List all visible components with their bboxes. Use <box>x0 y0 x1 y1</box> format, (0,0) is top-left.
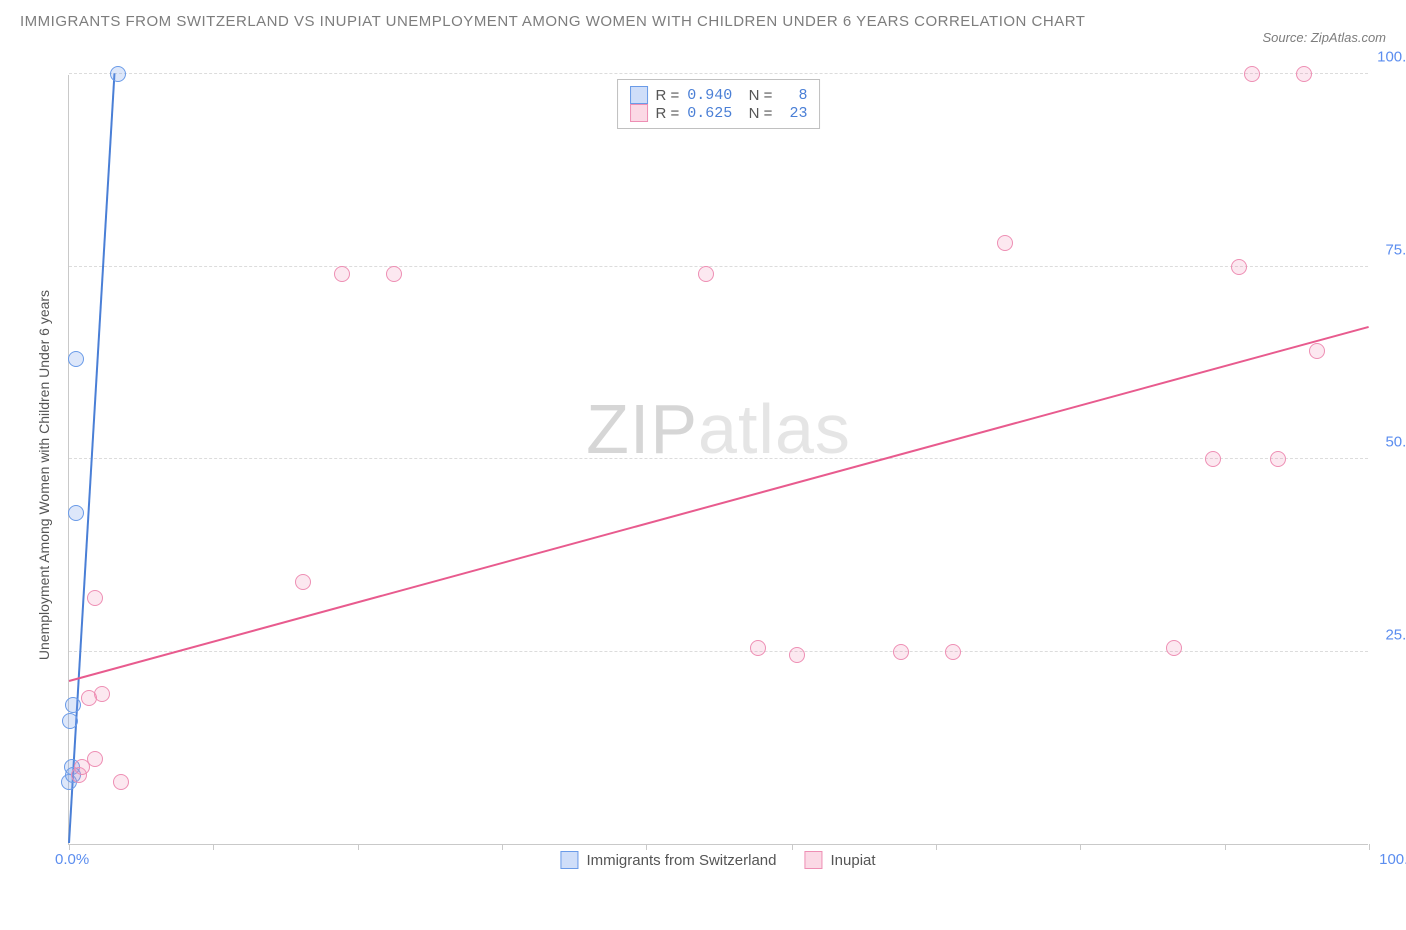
swatch-b-icon <box>805 851 823 869</box>
data-point <box>1244 66 1260 82</box>
x-tick <box>358 844 359 850</box>
r-label: R = <box>656 87 680 104</box>
legend-row-b: R = 0.625 N = 23 <box>630 104 808 122</box>
legend-label-b: Inupiat <box>831 852 876 869</box>
watermark: ZIPatlas <box>586 389 851 469</box>
scatter-plot: ZIPatlas R = 0.940 N = 8 R = 0.625 N = 2… <box>68 75 1368 845</box>
swatch-a-icon <box>560 851 578 869</box>
x-tick-max: 100.0% <box>1379 851 1406 868</box>
r-value-b: 0.625 <box>687 105 732 122</box>
data-point <box>1205 451 1221 467</box>
data-point <box>68 351 84 367</box>
data-point <box>62 713 78 729</box>
data-point <box>65 697 81 713</box>
data-point <box>945 644 961 660</box>
n-label: N = <box>740 105 772 122</box>
n-value-b: 23 <box>780 105 807 122</box>
n-value-a: 8 <box>780 87 807 104</box>
source-label: Source: ZipAtlas.com <box>1262 10 1386 45</box>
gridline <box>69 73 1368 74</box>
data-point <box>1166 640 1182 656</box>
y-tick-label: 75.0% <box>1385 241 1406 258</box>
x-tick <box>69 844 70 850</box>
series-legend: Immigrants from Switzerland Inupiat <box>560 851 875 869</box>
x-tick <box>1369 844 1370 850</box>
data-point <box>997 235 1013 251</box>
y-tick-label: 100.0% <box>1377 49 1406 66</box>
gridline <box>69 458 1368 459</box>
legend-row-a: R = 0.940 N = 8 <box>630 86 808 104</box>
r-label: R = <box>656 105 680 122</box>
data-point <box>789 647 805 663</box>
data-point <box>334 266 350 282</box>
n-label: N = <box>740 87 772 104</box>
data-point <box>386 266 402 282</box>
data-point <box>1231 259 1247 275</box>
data-point <box>1270 451 1286 467</box>
y-tick-label: 25.0% <box>1385 626 1406 643</box>
data-point <box>750 640 766 656</box>
legend-item-a: Immigrants from Switzerland <box>560 851 776 869</box>
data-point <box>113 774 129 790</box>
swatch-b-icon <box>630 104 648 122</box>
data-point <box>295 574 311 590</box>
x-tick <box>646 844 647 850</box>
r-value-a: 0.940 <box>687 87 732 104</box>
data-point <box>87 590 103 606</box>
x-tick <box>502 844 503 850</box>
data-point <box>893 644 909 660</box>
gridline <box>69 266 1368 267</box>
data-point <box>1296 66 1312 82</box>
data-point <box>110 66 126 82</box>
data-point <box>94 686 110 702</box>
chart-title: IMMIGRANTS FROM SWITZERLAND VS INUPIAT U… <box>20 10 1085 34</box>
x-tick <box>936 844 937 850</box>
x-tick <box>1225 844 1226 850</box>
data-point <box>87 751 103 767</box>
data-point <box>698 266 714 282</box>
x-tick-min: 0.0% <box>55 851 89 868</box>
data-point <box>68 505 84 521</box>
y-axis-label: Unemployment Among Women with Children U… <box>36 290 52 660</box>
swatch-a-icon <box>630 86 648 104</box>
y-tick-label: 50.0% <box>1385 434 1406 451</box>
legend-label-a: Immigrants from Switzerland <box>586 852 776 869</box>
x-tick <box>792 844 793 850</box>
chart-area: Unemployment Among Women with Children U… <box>50 75 1386 875</box>
data-point <box>71 767 87 783</box>
trend-line-b <box>69 326 1370 682</box>
x-tick <box>213 844 214 850</box>
data-point <box>1309 343 1325 359</box>
x-tick <box>1080 844 1081 850</box>
legend-item-b: Inupiat <box>805 851 876 869</box>
correlation-legend: R = 0.940 N = 8 R = 0.625 N = 23 <box>617 79 821 129</box>
